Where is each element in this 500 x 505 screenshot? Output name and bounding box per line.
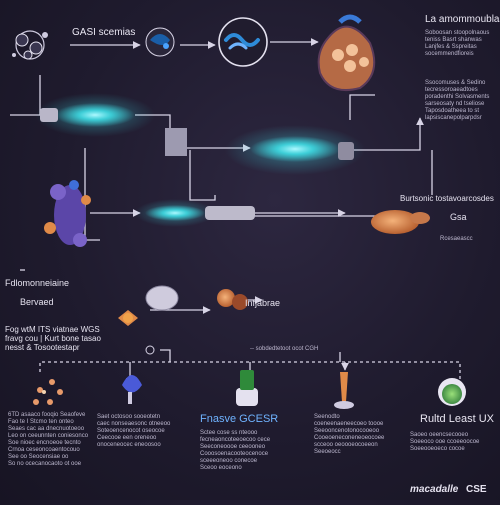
vial-icon [236,370,258,406]
protein-strand-icon [122,375,142,404]
left-mid-item: Bervaed [20,297,54,307]
center-label: -- sobdedtetoot ocot CGH [250,346,319,352]
bottom-col4-title: Rultd Least UX [420,413,494,425]
top-right-text: Soboosan stoopolnaous teniss Basrt shanw… [425,30,490,57]
protein-complex-icon [44,180,91,247]
glow-capsule-row1 [35,93,155,137]
cell-cluster-icon [145,27,175,57]
glow-capsule-row3 [135,199,255,227]
bottom-text-3: Sctee cose ss nteooo fecneaoncoteeoecoo … [200,430,271,471]
right-row3-label: Burtsonic tostavoarcosdes [400,194,494,203]
bottom-text-2: Saet octosoo sooeotetn caec nonseaesonc … [97,414,171,448]
right-mid-text: Ssocomuses & Sedino tecressoroaeadtoes p… [425,80,490,121]
bottom-col2-title: Fnasve GCESR [200,413,279,425]
mid-label: Infjabrae [245,298,281,308]
scissor-small-icon [145,345,155,355]
top-right-heading: La amommoublas [425,14,500,25]
right-row3-gas: Gsa [450,212,467,222]
left-mid-heading: Fdlomonneiaine [5,278,70,288]
virus-cluster-icon [12,30,48,60]
left-mid-text: Fog wtM ITS viatnae WGS fravg cou | Kurt… [5,325,101,352]
footer-brand: macadalle [410,484,459,495]
flask-icon [334,372,354,409]
molecule-ring-icon [33,379,63,405]
top-title: GASI scemias [72,27,136,38]
organ-cell-icon [317,14,376,92]
bottom-icons [33,345,466,409]
bottom-text-5: Saoeo oeencsecooeo Soeeoco ooe ccoeeooco… [410,432,480,452]
magnified-rna-icon [218,17,268,67]
green-culture-icon [438,378,466,406]
bottom-text-1: 6TD asaaco fooqio Seaofeve Fao te I Stcm… [8,412,89,467]
mid-row-icons [118,285,248,326]
right-row3-sub: Rcesaeascc [440,236,473,242]
bottom-text-4: Seenodto coeneenaeneecoeo toooe Seeoonce… [314,414,385,455]
glow-capsule-row2 [165,125,365,175]
footer-brand2: CSE [466,484,487,495]
orange-cell-row3 [371,210,430,234]
